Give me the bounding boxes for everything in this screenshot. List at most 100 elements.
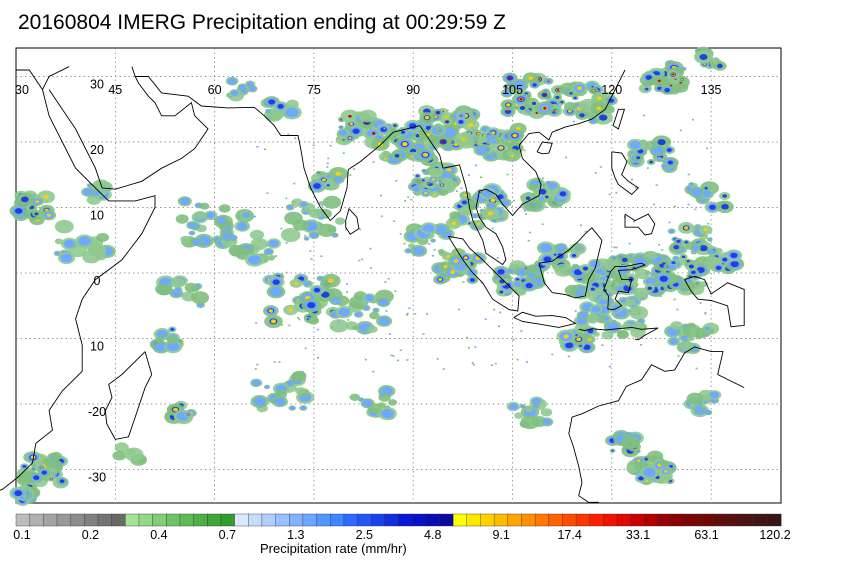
precip-moderate [431,239,435,243]
precip-heavy [730,261,739,268]
precip-extreme [543,93,546,96]
colorbar-swatch [56,513,72,527]
precip-light [554,263,573,277]
precip-speckle [264,148,266,151]
coastline [603,262,646,311]
precip-speckle [371,121,374,124]
precip-moderate [669,264,676,270]
precip-speckle [404,199,406,202]
precip-speckle [541,223,544,226]
precip-light [124,447,144,462]
precip-moderate [231,90,239,96]
precip-speckle [410,198,413,201]
precip-speckle [608,365,611,368]
precip-speckle [619,260,622,263]
precip-light [659,459,669,467]
precip-light [437,249,445,254]
precip-heavy [582,266,589,271]
colorbar-swatch [97,513,113,527]
precip-speckle [335,138,338,140]
latitude-labels: 30 20 10 0 10 -20 -30 [88,78,106,485]
precip-moderate [476,146,487,155]
precip-heavy [599,114,608,121]
precip-heavy [590,287,595,291]
precip-moderate [539,243,553,253]
precip-speckle [574,310,577,312]
precip-light [428,167,443,178]
precip-speckle [266,192,269,194]
precip-heavy [352,128,360,134]
precip-moderate [379,393,384,397]
coastline [447,235,520,312]
precip-heavy [645,75,652,80]
precip-speckle [704,312,707,315]
precip-heavy [730,252,738,259]
precip-speckle [380,194,383,197]
precip-speckle [330,326,333,329]
precip-moderate [707,249,714,254]
precip-speckle [383,127,386,130]
precip-light [349,393,360,401]
precip-heavy [637,149,644,154]
colorbar-tick-label: 0.7 [218,528,237,542]
precip-speckle [565,156,567,159]
precip-very-heavy [440,184,444,187]
colorbar-swatch [289,513,304,527]
precip-light [620,435,641,450]
precip-speckle [406,129,409,131]
precip-moderate [304,237,309,241]
precip-speckle [393,220,396,222]
precip-speckle [499,311,502,314]
precip-heavy [421,179,425,182]
longitude-label: 105 [502,83,523,97]
precip-extreme [547,80,550,82]
colorbar-swatch [466,513,481,527]
precip-speckle [436,358,439,360]
precip-light [50,451,63,461]
precip-moderate [287,205,294,210]
precip-very-heavy [463,256,468,260]
colorbar-tick-label: 17.4 [557,528,582,542]
colorbar-swatch [507,513,522,527]
precip-speckle [496,257,499,259]
colorbar [15,513,782,527]
colorbar-swatch [439,513,454,527]
coastline [611,151,640,195]
colorbar-swatch [671,513,686,527]
precip-moderate [355,311,362,317]
precip-light [155,337,164,344]
precip-moderate [508,403,518,410]
precip-speckle [484,318,487,321]
precip-speckle [668,221,671,224]
precip-speckle [369,267,372,269]
precip-speckle [513,199,515,202]
precip-moderate [161,333,167,337]
colorbar-swatch [452,513,468,527]
colorbar-swatch [425,513,440,527]
precip-speckle [254,368,257,370]
precip-speckle [337,320,340,323]
precip-heavy [667,160,674,165]
precip-heavy [611,449,614,452]
precip-moderate [227,78,237,85]
colorbar-swatch [370,513,386,527]
precip-heavy [659,275,668,282]
colorbar-swatch [138,513,154,527]
precip-light [510,264,516,270]
longitude-label: 120 [601,83,622,97]
colorbar-swatch [726,513,741,527]
precip-heavy [686,260,690,263]
precip-very-heavy [46,213,52,217]
coastline [42,66,70,90]
colorbar-swatch [275,513,290,527]
precip-very-heavy [349,122,353,126]
longitude-label: 75 [307,83,321,97]
precip-light [506,151,514,157]
precip-speckle [525,213,527,215]
precip-speckle [490,364,493,366]
precip-moderate [704,326,711,331]
precip-speckle [608,193,611,196]
precip-moderate [287,380,294,386]
precip-moderate [669,229,675,234]
